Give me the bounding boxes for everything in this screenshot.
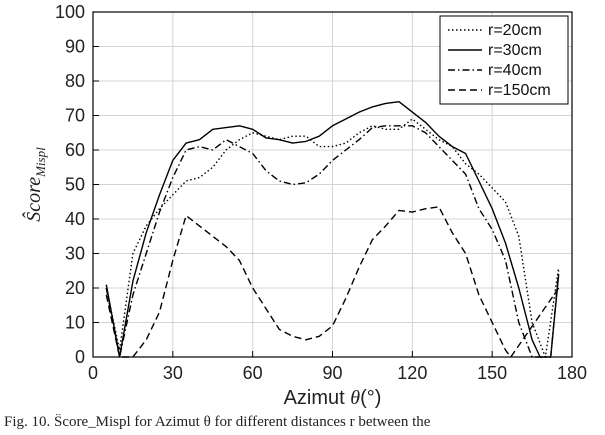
x-tick-label: 30 <box>163 363 183 383</box>
legend-entry: r=30cm <box>488 42 542 59</box>
y-ticks: 0 10 20 30 40 50 60 70 80 90 100 <box>55 2 99 367</box>
y-axis-label: ŜcoreMispl <box>21 147 48 222</box>
series-line-3 <box>105 125 560 358</box>
legend-entry: r=20cm <box>488 22 542 39</box>
legend-entry: r=150cm <box>488 82 551 99</box>
y-tick-label: 0 <box>75 347 85 367</box>
legend-entry: r=40cm <box>488 62 542 79</box>
legend: r=20cm r=30cm r=40cm r=150cm <box>439 15 569 105</box>
series-lines <box>105 101 560 358</box>
x-tick-label: 180 <box>557 363 587 383</box>
x-axis-label-prefix: Azimut <box>284 387 351 409</box>
x-tick-label: 60 <box>243 363 263 383</box>
x-tick-label: 120 <box>397 363 427 383</box>
x-tick-label: 150 <box>477 363 507 383</box>
x-ticks: 0 30 60 90 120 150 180 <box>88 351 587 383</box>
y-axis-label-sub: Mispl <box>33 147 48 178</box>
y-tick-label: 10 <box>65 313 85 333</box>
y-tick-label: 80 <box>65 71 85 91</box>
y-axis-label-main: Ŝcore <box>21 177 45 222</box>
plot-frame <box>92 11 573 358</box>
x-axis-label: Azimut θ(°) <box>284 387 382 409</box>
x-axis-label-unit: (°) <box>360 387 381 409</box>
y-tick-label: 50 <box>65 175 85 195</box>
series-line-1 <box>105 118 560 358</box>
series-line-2 <box>105 101 560 358</box>
y-tick-label: 20 <box>65 278 85 298</box>
y-tick-label: 60 <box>65 140 85 160</box>
y-tick-label: 90 <box>65 37 85 57</box>
y-tick-label: 40 <box>65 209 85 229</box>
x-tick-label: 0 <box>88 363 98 383</box>
figure-caption: Fig. 10. Ŝcore_Mispl for Azimut θ for di… <box>4 414 431 430</box>
y-tick-label: 30 <box>65 244 85 264</box>
x-axis-label-symbol: θ <box>350 387 360 409</box>
y-tick-label: 100 <box>55 2 85 22</box>
x-tick-label: 90 <box>322 363 342 383</box>
y-tick-label: 70 <box>65 106 85 126</box>
series-line-4 <box>105 206 560 358</box>
